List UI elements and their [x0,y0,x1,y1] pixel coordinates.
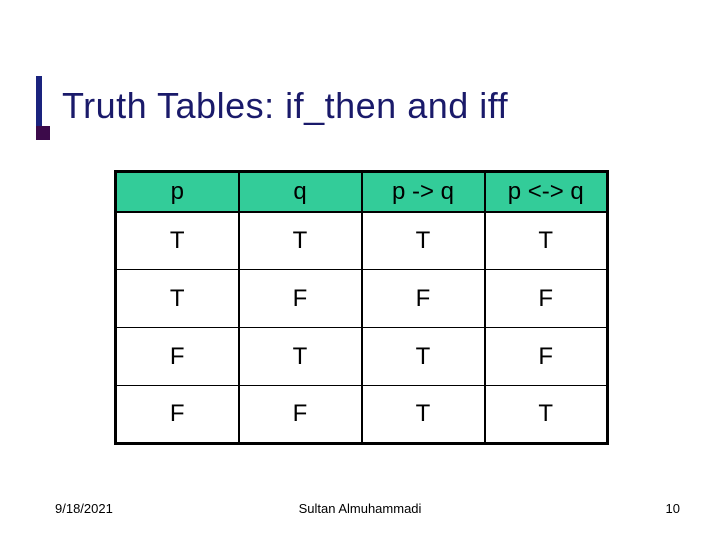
table-header-cell: p <-> q [485,172,608,212]
table-cell: F [116,386,239,444]
table-cell: T [116,270,239,328]
table-cell: F [362,270,485,328]
table-cell: F [239,386,362,444]
table-row: F F T T [116,386,608,444]
table-cell: T [239,328,362,386]
table-cell: F [116,328,239,386]
table-cell: T [362,328,485,386]
table-header-cell: q [239,172,362,212]
table-row: T T T T [116,212,608,270]
table-cell: T [362,212,485,270]
table-cell: T [485,386,608,444]
footer-author: Sultan Almuhammadi [0,501,720,516]
table-row: F T T F [116,328,608,386]
table-cell: F [485,270,608,328]
table-cell: T [485,212,608,270]
title-row: Truth Tables: if_then and iff [36,76,508,136]
truth-table: p q p -> q p <-> q T T T T T F F F F T T… [114,170,609,445]
table-header-cell: p [116,172,239,212]
bullet-icon [36,126,50,140]
table-header-cell: p -> q [362,172,485,212]
table-cell: T [362,386,485,444]
table-cell: T [239,212,362,270]
page-title: Truth Tables: if_then and iff [62,85,508,127]
table-cell: F [239,270,362,328]
table-row: T F F F [116,270,608,328]
table-cell: F [485,328,608,386]
footer-page-number: 10 [666,501,680,516]
table-header-row: p q p -> q p <-> q [116,172,608,212]
table-cell: T [116,212,239,270]
